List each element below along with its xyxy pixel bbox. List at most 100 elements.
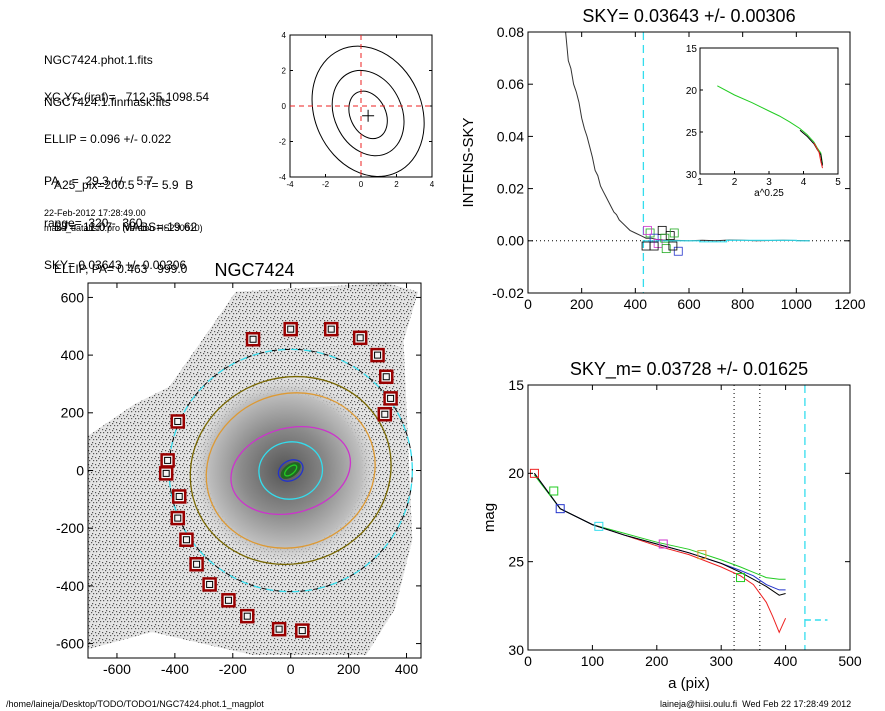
- x-tick-label: 4: [430, 180, 435, 189]
- header-block-2: XC,YC (iraf)= 712.35,1098.54 ELLIP = 0.0…: [44, 62, 209, 286]
- mask-box-inner: [224, 596, 232, 604]
- data-box: [660, 233, 670, 243]
- data-box: [669, 228, 679, 238]
- y-tick-label: 600: [61, 289, 85, 305]
- data-box: [657, 225, 667, 235]
- mask-box: [323, 321, 339, 337]
- y-tick-label: 0.02: [497, 181, 524, 197]
- mask-box-inner: [287, 325, 295, 333]
- x-tick-label: -200: [219, 661, 247, 677]
- y-tick-label: 30: [508, 642, 524, 658]
- x-tick-label: 400: [774, 653, 798, 669]
- mag-series-blue: [533, 473, 786, 591]
- mask-box-inner: [243, 612, 251, 620]
- mask-box: [370, 347, 385, 363]
- x-tick-label: 800: [731, 296, 755, 312]
- y-tick-label: 0: [282, 102, 287, 111]
- mask-box: [160, 453, 175, 468]
- mask-box: [245, 332, 261, 347]
- mag-box: [594, 521, 604, 531]
- contour-line: [311, 45, 425, 177]
- header-line: ELLIP = 0.096 +/- 0.022: [44, 132, 172, 146]
- y-tick-label: 4: [282, 31, 287, 40]
- mag-frame: [527, 384, 851, 651]
- isophote-ellipse: [205, 392, 376, 549]
- mask-box: [179, 532, 194, 547]
- x-tick-label: 200: [570, 296, 594, 312]
- header-line: BT= 11.07 MABS=-19.62: [54, 220, 198, 234]
- x-tick-label: 5: [835, 177, 841, 188]
- header-line: XC,YC (iraf)= 712.35,1098.54: [44, 90, 210, 104]
- mask-box-inner: [162, 469, 170, 477]
- header-block-1: NGC7424.phot.1.fits NGC7424.1.finmask.fi…: [44, 25, 171, 123]
- x-tick-label: 500: [838, 653, 862, 669]
- mask-box-inner: [182, 536, 190, 544]
- mask-box: [295, 623, 310, 638]
- mask-box-inner: [193, 560, 201, 568]
- x-tick-label: 100: [581, 653, 605, 669]
- header-line: ELLIP, PA= 0.463 999.0: [54, 262, 188, 276]
- x-tick-label: 200: [645, 653, 669, 669]
- mask-box-inner: [382, 373, 390, 381]
- x-tick-label: 1000: [781, 296, 812, 312]
- mask-box-inner: [174, 417, 182, 425]
- x-tick-label: -4: [286, 180, 294, 189]
- mask-box-inner: [298, 627, 306, 635]
- inset-green-line: [717, 85, 823, 164]
- intens-ylabel: INTENS-SKY: [460, 117, 477, 207]
- mask-box-inner: [275, 625, 283, 633]
- y-tick-label: -200: [56, 520, 84, 536]
- isophote-ellipse: [189, 375, 392, 566]
- x-tick-label: 1: [697, 177, 703, 188]
- y-tick-label: 200: [61, 405, 85, 421]
- x-tick-label: 2: [394, 180, 399, 189]
- x-tick-label: 0: [524, 296, 532, 312]
- header-block-3: A25_pix=200.5 T= 5.9 B BT= 11.07 MABS=-1…: [54, 150, 197, 290]
- mask-box: [158, 466, 174, 481]
- y-tick-label: -4: [279, 173, 287, 182]
- header-line: A25_pix=200.5 T= 5.9 B: [54, 178, 194, 192]
- mask-box: [171, 489, 187, 504]
- galaxy-core: [280, 462, 301, 479]
- x-tick-label: 300: [710, 653, 734, 669]
- isophote-ellipse: [284, 464, 298, 477]
- header-line: SKY= 0.03643 +/- 0.00306: [44, 258, 187, 272]
- mask-box-inner: [381, 410, 389, 418]
- data-box: [649, 241, 659, 251]
- intens-title: SKY= 0.03643 +/- 0.00306: [582, 6, 795, 26]
- x-tick-label: 400: [395, 661, 419, 677]
- mask-box: [170, 510, 186, 526]
- mag-title: SKY_m= 0.03728 +/- 0.01625: [570, 359, 808, 380]
- mag-series-black: [533, 473, 786, 596]
- header-line: NGC7424.1.finmask.fits: [44, 95, 171, 109]
- y-tick-label: 20: [686, 86, 698, 97]
- header-line: NGC7424.phot.1.fits: [44, 53, 153, 67]
- mag-series-green: [534, 474, 786, 580]
- y-tick-label: -400: [56, 578, 84, 594]
- mask-box: [170, 414, 186, 429]
- inset-red-line: [813, 142, 823, 169]
- mag-box: [549, 486, 559, 496]
- x-tick-label: 0: [287, 661, 295, 677]
- x-tick-label: 200: [337, 661, 361, 677]
- image-layer: [88, 283, 419, 656]
- mask-box: [202, 577, 217, 592]
- y-tick-label: -0.02: [492, 285, 524, 301]
- mask-box: [379, 369, 394, 384]
- header-line: range= 320.- 360.: [44, 216, 146, 230]
- mask-box-inner: [249, 335, 257, 343]
- mask-box: [271, 621, 287, 637]
- intens-residual: [643, 239, 810, 243]
- intens-line: [565, 31, 810, 242]
- isophote-ellipse-dash: [168, 348, 413, 593]
- mask-box: [240, 608, 255, 624]
- mask-box: [352, 330, 368, 346]
- data-box: [643, 225, 652, 235]
- contour-line: [348, 90, 388, 140]
- x-tick-label: 600: [677, 296, 701, 312]
- header-program: make_datalist0.pro (version HS230610): [44, 223, 203, 233]
- y-tick-label: 0.06: [497, 76, 524, 92]
- footer-user: laineja@hiisi.oulu.fi Wed Feb 22 17:28:4…: [660, 699, 852, 709]
- contour-line: [331, 69, 405, 157]
- x-tick-label: -2: [322, 180, 330, 189]
